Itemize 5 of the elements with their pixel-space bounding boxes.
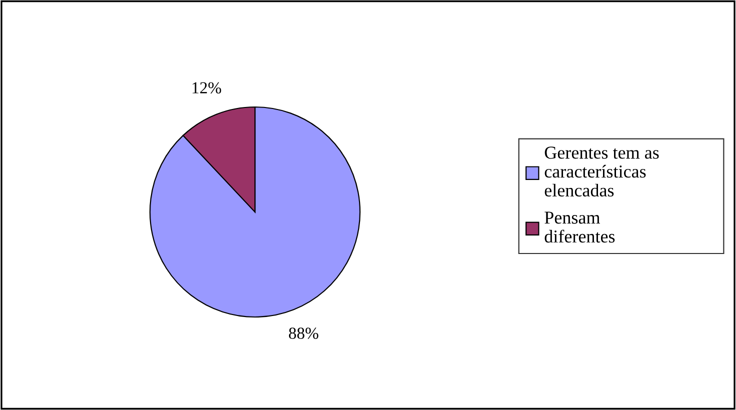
data-label: 88% — [288, 328, 318, 339]
legend-label: Gerentes tem as características elencadas — [544, 146, 659, 197]
pie-slice — [149, 106, 361, 318]
data-label: 12% — [192, 82, 222, 94]
legend-label: Pensam diferentes — [544, 212, 615, 243]
